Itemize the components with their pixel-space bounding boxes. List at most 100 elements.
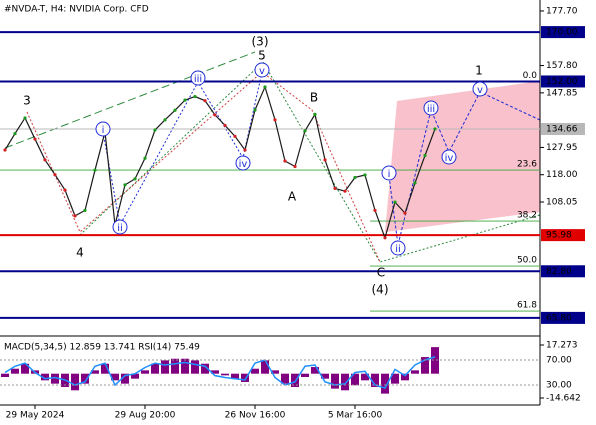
y-tick-label: 157.80 [546, 61, 578, 71]
level-label: 95.98 [546, 231, 572, 241]
macd-bar [251, 368, 259, 374]
price-point [363, 173, 367, 177]
price-point [303, 129, 307, 133]
level-tag [541, 229, 585, 242]
level-label: 170.00 [546, 28, 578, 38]
macd-bar [421, 357, 429, 374]
macd-bar [41, 373, 49, 381]
macd-bar [381, 373, 389, 394]
wave-label: (3) [252, 35, 269, 49]
wave-circle [235, 155, 251, 171]
price-point [43, 158, 47, 162]
wave-label: 4 [76, 246, 84, 260]
macd-bar [261, 360, 269, 374]
fib-label: 23.6 [517, 160, 537, 170]
x-tick-label: 29 May 2024 [6, 411, 65, 421]
price-point [93, 168, 97, 172]
price-point [323, 158, 327, 162]
price-point [433, 127, 437, 131]
price-point [393, 200, 397, 204]
macd-bar [211, 370, 219, 374]
circled-label: iv [445, 153, 454, 164]
macd-bar [311, 367, 319, 374]
price-point [253, 108, 257, 112]
macd-bar [151, 363, 159, 374]
price-line [4, 85, 436, 240]
fib-label: 61.8 [517, 301, 537, 311]
level-tag [541, 123, 585, 136]
price-point [283, 159, 287, 163]
wave-label: 1 [475, 64, 483, 78]
price-point [233, 134, 237, 138]
price-point [133, 177, 137, 181]
wave-label: C [377, 266, 385, 280]
macd-bar [171, 358, 179, 374]
level-tag [541, 75, 585, 88]
macd-bar [331, 373, 339, 389]
macd-bar [191, 360, 199, 374]
level-label: 134.66 [546, 125, 578, 135]
level-label: 65.80 [546, 313, 572, 323]
circled-label: ii [395, 244, 401, 255]
price-point [183, 98, 187, 102]
y-tick-label: 127.95 [546, 143, 578, 153]
macd-bar [271, 370, 279, 374]
macd-bar [241, 373, 249, 382]
price-point [243, 148, 247, 152]
price-point [263, 85, 267, 89]
rsi-tick-label: 70.00 [546, 356, 572, 366]
macd-bar [131, 373, 139, 379]
trend-line [79, 61, 541, 263]
wave-circle [254, 62, 270, 78]
macd-bar [141, 370, 149, 374]
price-point [83, 208, 87, 212]
price-point [373, 208, 377, 212]
y-tick-label: 177.70 [546, 6, 578, 16]
circled-label: v [259, 66, 265, 77]
macd-bar [1, 373, 9, 378]
price-point [353, 175, 357, 180]
price-point [273, 118, 277, 122]
y-tick-label: 108.05 [546, 198, 578, 208]
price-point [223, 123, 227, 127]
fib-label: 0.0 [523, 71, 538, 81]
macd-bar [71, 373, 79, 391]
price-point [173, 108, 177, 112]
macd-bar [11, 368, 19, 374]
macd-bar [231, 373, 239, 379]
macd-bar [291, 373, 299, 387]
x-tick-label: 5 Mar 16:00 [328, 411, 383, 421]
indicator-label: MACD(5,34,5) 12.859 13.741 RSI(14) 75.49 [4, 343, 200, 353]
level-tag [541, 265, 585, 278]
macd-tick-label: -14.642 [546, 394, 581, 404]
wave-circle [381, 165, 397, 181]
chart-title: #NVDA-T, H4: NVIDIA Corp. CFD [4, 5, 149, 15]
price-point [63, 188, 67, 192]
macd-bar [181, 358, 189, 374]
price-point [413, 181, 417, 185]
wave-circle [190, 70, 206, 86]
macd-bar [431, 347, 439, 374]
level-label: 82.80 [546, 267, 572, 277]
macd-bar [81, 373, 89, 384]
price-point [23, 116, 27, 120]
fib-label: 38.2 [517, 211, 537, 221]
price-point [203, 99, 207, 103]
fib-label: 50.0 [517, 256, 537, 266]
x-tick-label: 29 Aug 20:00 [115, 411, 176, 421]
price-point [383, 236, 387, 240]
macd-bar [361, 373, 369, 381]
macd-bar [411, 370, 419, 374]
macd-bar [321, 373, 329, 379]
price-point [193, 94, 197, 99]
macd-bar [341, 373, 349, 391]
wave-circle [472, 81, 488, 97]
price-point [343, 189, 347, 193]
price-point [423, 153, 427, 158]
wave-circle [390, 240, 406, 256]
price-point [3, 148, 7, 152]
trend-line [4, 51, 256, 149]
circled-label: iii [427, 104, 435, 115]
wave-label: (4) [372, 283, 389, 297]
